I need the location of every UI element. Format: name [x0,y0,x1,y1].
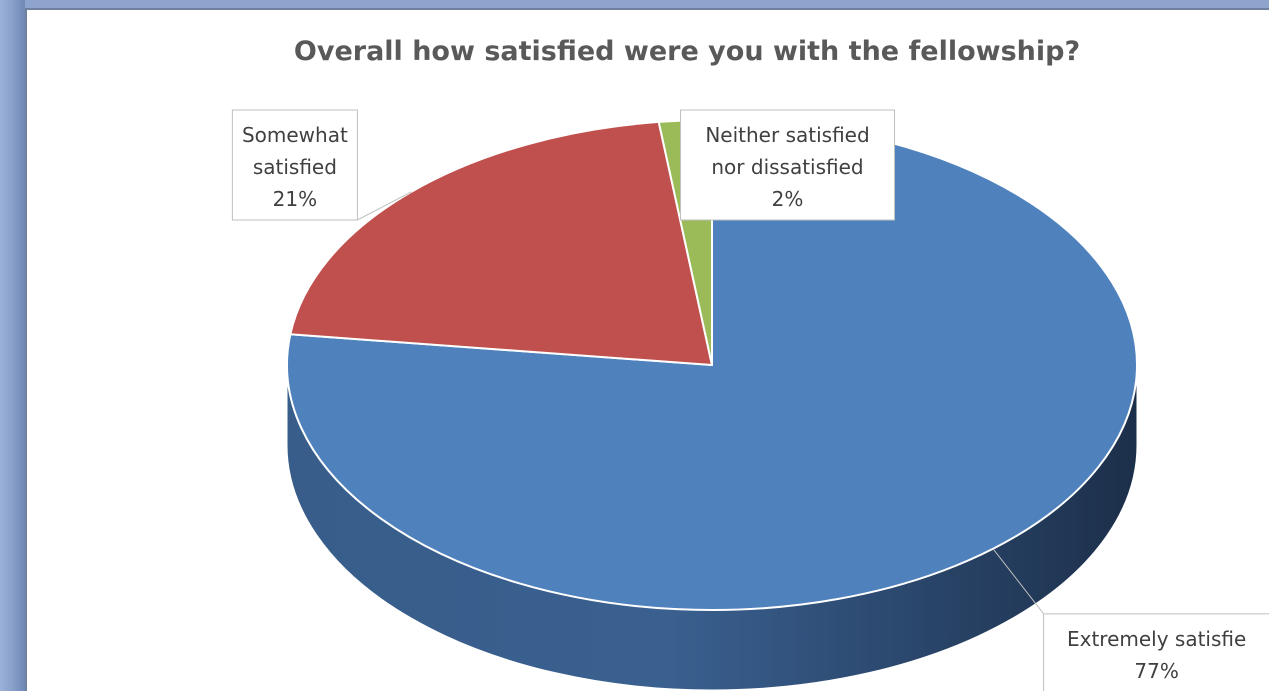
data-label-0-line-0: Extremely satisfie [1067,627,1246,651]
pie-slice-1 [289,120,713,366]
chart-area: Overall how satisfied were you with the … [25,8,1269,691]
window-top-border [0,0,1269,8]
leader-line-0 [992,548,1045,615]
data-label-1-line-1: satisfied [253,155,337,179]
data-label-1-line-0: Somewhat [242,123,348,147]
data-label-2-line-2: 2% [772,187,804,211]
data-label-2-line-0: Neither satisfied [705,123,869,147]
window-left-border [0,0,25,691]
data-label-box-0 [1043,613,1269,691]
data-label-0-line-1: 77% [1134,659,1178,683]
data-label-box-1 [231,109,358,221]
data-label-2-line-1: nor dissatisfied [711,155,863,179]
data-label-box-2 [680,109,896,221]
leader-line-1 [357,191,412,221]
chart-title: Overall how satisfied were you with the … [294,36,1080,67]
data-label-1-line-2: 21% [273,187,317,211]
pie-chart: Overall how satisfied were you with the … [231,36,1269,691]
